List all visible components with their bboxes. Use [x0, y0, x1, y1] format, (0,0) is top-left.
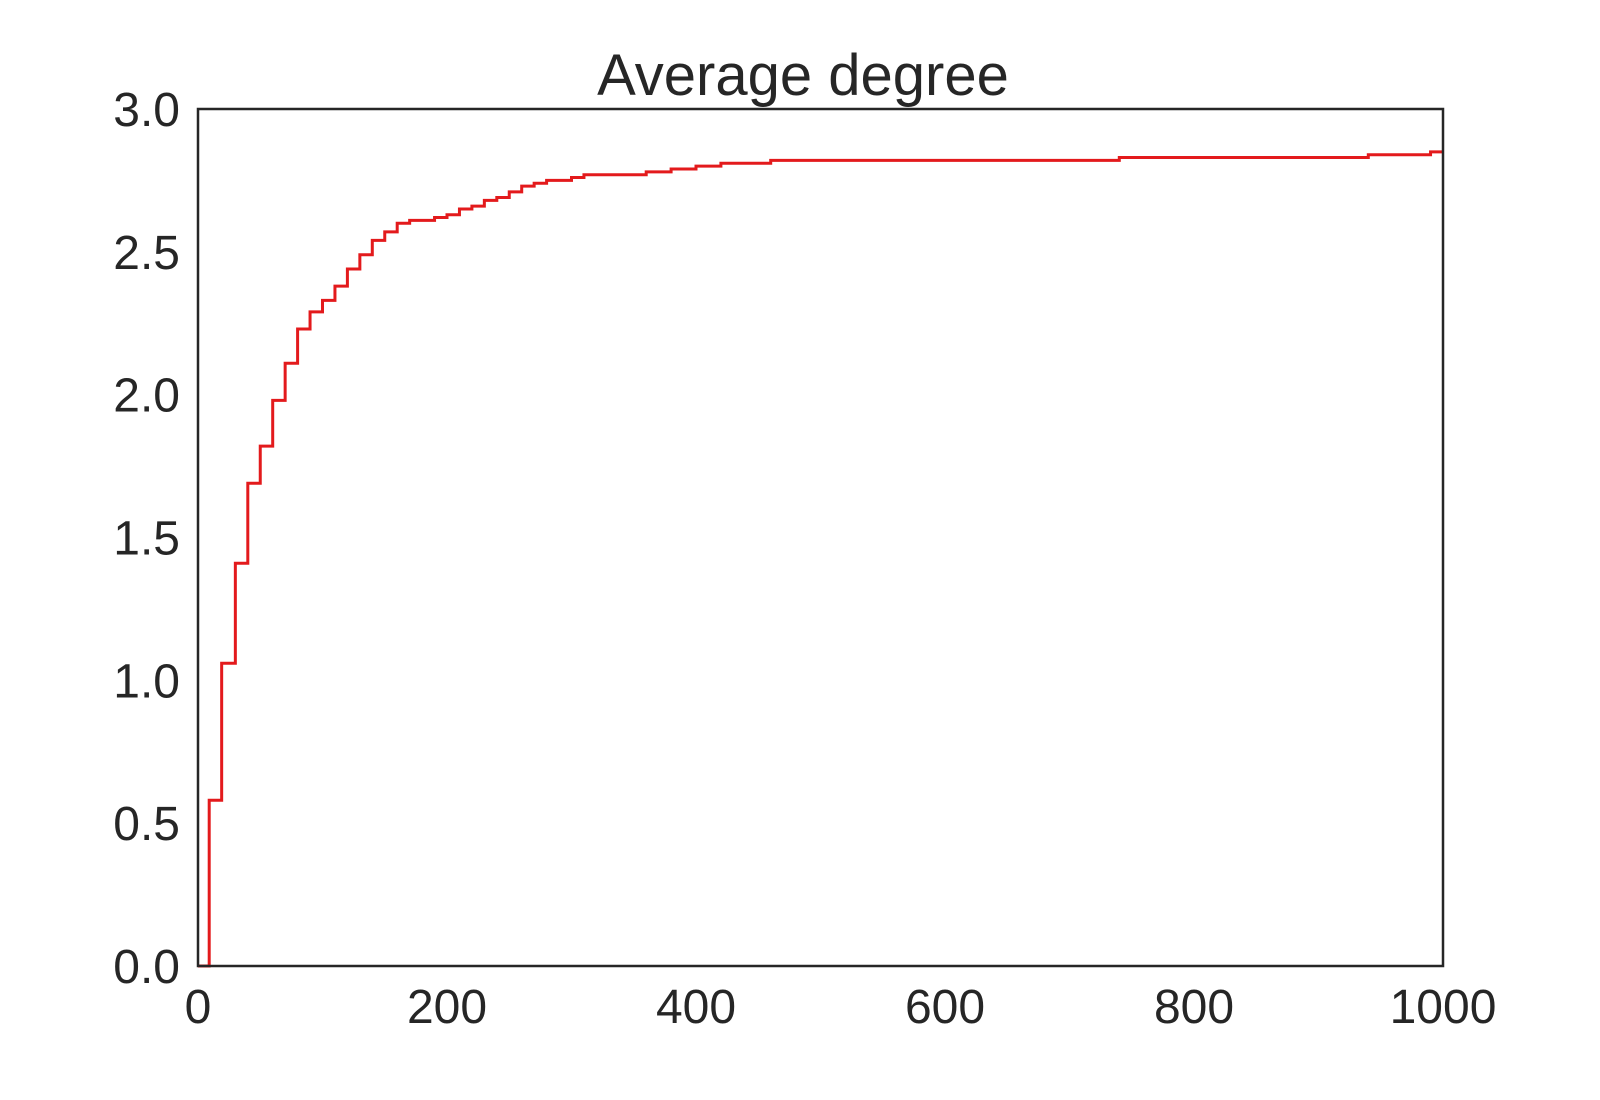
plot-frame	[196, 107, 1445, 968]
x-tick-label: 200	[407, 981, 487, 1034]
x-tick-label: 800	[1154, 981, 1234, 1034]
chart-title: Average degree	[597, 43, 1009, 108]
y-tick-label: 0.0	[113, 941, 180, 994]
x-tick-label: 400	[656, 981, 736, 1034]
x-tick-label: 1000	[1390, 981, 1497, 1034]
plot-area	[198, 150, 1443, 968]
series-line-0	[198, 150, 1443, 968]
x-tick-label: 0	[185, 981, 212, 1034]
x-tick-label: 600	[905, 981, 985, 1034]
x-axis-tick-labels: 0 200 400 600 800 1000	[185, 981, 1497, 1034]
y-tick-label: 0.5	[113, 798, 180, 851]
y-tick-label: 1.0	[113, 655, 180, 708]
y-tick-label: 2.5	[113, 227, 180, 280]
y-tick-label: 1.5	[113, 513, 180, 566]
y-tick-label: 3.0	[113, 84, 180, 137]
y-axis-tick-labels: 0.0 0.5 1.0 1.5 2.0 2.5 3.0	[113, 84, 180, 994]
y-tick-label: 2.0	[113, 370, 180, 423]
